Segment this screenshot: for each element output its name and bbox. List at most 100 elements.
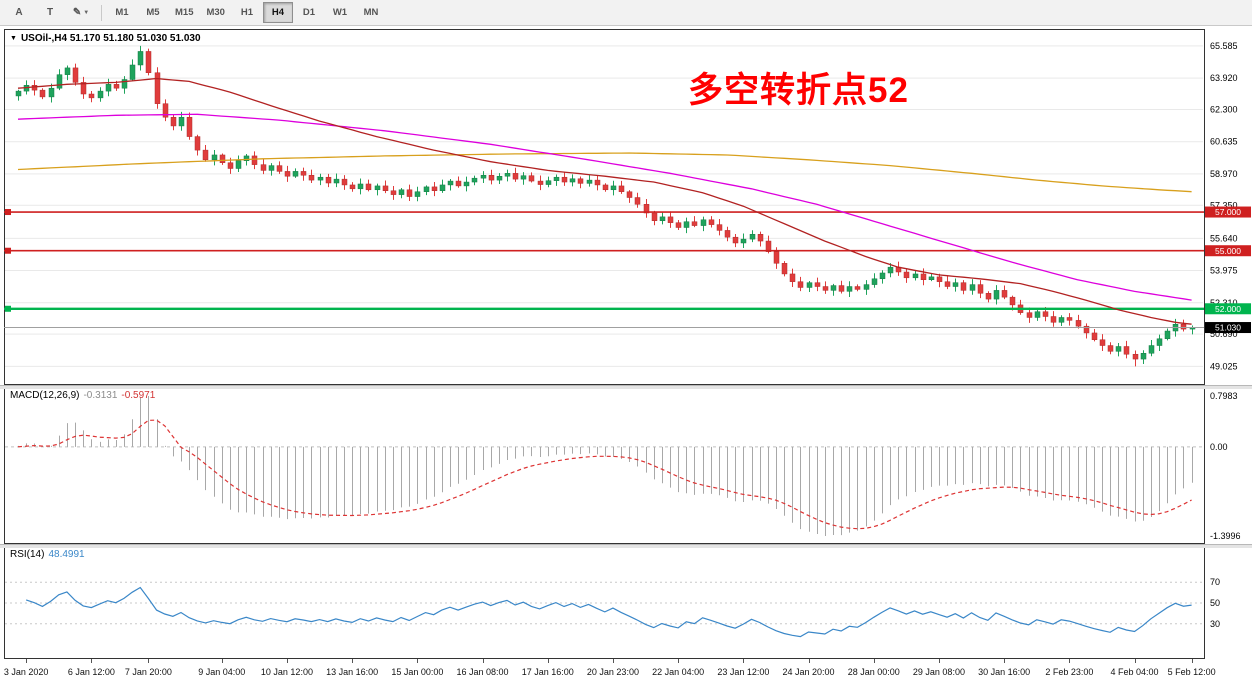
rsi-indicator-panel[interactable]: 70 50 30	[4, 547, 1251, 659]
svg-text:52.000: 52.000	[1215, 304, 1241, 314]
time-tick	[352, 659, 354, 663]
time-tick	[678, 659, 680, 663]
hline-handle-55.000[interactable]	[5, 247, 11, 254]
time-label: 2 Feb 23:00	[1045, 667, 1094, 677]
time-label: 10 Jan 12:00	[260, 667, 313, 677]
time-tick	[417, 659, 419, 663]
svg-text:70: 70	[1210, 577, 1220, 587]
timeframe-m30-button[interactable]: M30	[206, 7, 225, 18]
svg-text:30: 30	[1210, 619, 1220, 629]
timeframe-m5-button[interactable]: M5	[146, 7, 160, 18]
time-tick	[26, 659, 28, 663]
svg-text:55.000: 55.000	[1215, 246, 1241, 256]
ma-slow-orange	[17, 152, 1192, 193]
panel-splitter-macd[interactable]	[0, 385, 1252, 389]
time-tick	[547, 659, 549, 663]
hline-handle-52.000[interactable]	[5, 305, 11, 312]
tool-buttons-group: A T ✎ ▼	[4, 2, 96, 23]
time-tick	[1069, 659, 1071, 663]
timeframe-buttons-group: M1 M5 M15 M30 H1 H4 D1 W1 MN	[107, 2, 386, 23]
main-price-chart[interactable]: 65.585 63.920 62.300 60.635 58.970 57.350 55.6…	[4, 29, 1251, 385]
time-tick	[873, 659, 875, 663]
timeframe-m15-button[interactable]: M15	[175, 7, 194, 18]
time-tick	[1191, 659, 1193, 663]
svg-text:53.975: 53.975	[1210, 266, 1238, 276]
svg-text:63.920: 63.920	[1210, 73, 1238, 83]
time-tick	[91, 659, 93, 663]
tool-draw-button[interactable]: ✎ ▼	[72, 7, 90, 18]
macd-indicator-panel[interactable]: 0.7983 0.00 -1.3996	[4, 388, 1251, 544]
panel-splitter-rsi[interactable]	[0, 544, 1252, 548]
timeframe-m1-button[interactable]: M1	[115, 7, 129, 18]
timeframe-d1-button[interactable]: D1	[302, 7, 316, 18]
timeframe-h4-button[interactable]: H4	[262, 2, 293, 23]
price-gridlines	[5, 45, 1203, 367]
time-label: 17 Jan 16:00	[521, 667, 574, 677]
svg-text:51.030: 51.030	[1215, 323, 1241, 333]
time-tick	[1004, 659, 1006, 663]
dropdown-arrow-icon: ▼	[83, 9, 90, 16]
timeframe-mn-button[interactable]: MN	[363, 7, 379, 18]
rsi-label: RSI(14)	[10, 549, 45, 560]
ma-mid-magenta	[17, 113, 1192, 301]
toolbar: A T ✎ ▼ M1 M5 M15 M30 H1 H4 D1 W1 MN	[0, 0, 1252, 26]
time-label: 16 Jan 08:00	[456, 667, 509, 677]
svg-text:0.00: 0.00	[1210, 442, 1228, 452]
time-axis[interactable]: 3 Jan 2020 6 Jan 12:00 7 Jan 20:00 9 Jan 04…	[0, 659, 1252, 697]
candles-layer	[15, 45, 1196, 367]
rsi-value: 48.4991	[48, 549, 85, 560]
svg-text:52.310: 52.310	[1210, 298, 1238, 308]
price-badge-52.000	[1205, 303, 1251, 315]
svg-text:50.690: 50.690	[1210, 329, 1238, 339]
svg-text:50: 50	[1210, 598, 1220, 608]
toolbar-separator	[101, 4, 102, 21]
time-label: 30 Jan 16:00	[978, 667, 1031, 677]
time-tick	[808, 659, 810, 663]
chart-header: ▼ USOil-,H4 51.170 51.180 51.030 51.030	[10, 33, 201, 44]
time-label: 9 Jan 04:00	[198, 667, 246, 677]
tool-text-button[interactable]: T	[46, 7, 54, 18]
time-tick	[743, 659, 745, 663]
time-label: 3 Jan 2020	[3, 667, 49, 677]
tool-annotate-button[interactable]: A	[15, 7, 23, 18]
chart-annotation-text: 多空转折点52	[688, 71, 909, 110]
macd-signal-value: -0.5971	[121, 390, 156, 401]
timeframe-h1-button[interactable]: H1	[240, 7, 254, 18]
svg-text:-1.3996: -1.3996	[1210, 531, 1241, 541]
svg-text:55.640: 55.640	[1210, 233, 1238, 243]
time-tick	[221, 659, 223, 663]
macd-header: MACD(12,26,9) -0.3131 -0.5971	[10, 390, 155, 401]
price-badge-57.000	[1205, 206, 1251, 218]
time-tick	[1134, 659, 1136, 663]
time-tick	[148, 659, 150, 663]
time-label: 29 Jan 08:00	[912, 667, 965, 677]
time-label: 23 Jan 12:00	[717, 667, 770, 677]
svg-text:57.350: 57.350	[1210, 200, 1238, 210]
time-label: 6 Jan 12:00	[67, 667, 115, 677]
svg-text:0.7983: 0.7983	[1210, 391, 1238, 401]
time-tick	[482, 659, 484, 663]
macd-main-value: -0.3131	[83, 390, 118, 401]
macd-label: MACD(12,26,9)	[10, 390, 80, 401]
time-label: 20 Jan 23:00	[586, 667, 639, 677]
rsi-line	[25, 586, 1192, 638]
time-label: 28 Jan 00:00	[847, 667, 900, 677]
svg-text:49.025: 49.025	[1210, 361, 1238, 371]
current-price-badge	[1205, 322, 1251, 334]
time-tick	[286, 659, 288, 663]
hline-handle-57.000[interactable]	[5, 209, 11, 216]
collapse-chart-icon[interactable]: ▼	[10, 35, 17, 42]
time-label: 22 Jan 04:00	[652, 667, 705, 677]
svg-text:57.000: 57.000	[1215, 207, 1241, 217]
time-label: 7 Jan 20:00	[124, 667, 172, 677]
timeframe-w1-button[interactable]: W1	[332, 7, 348, 18]
macd-signal-line	[17, 419, 1192, 530]
ma-fast-red	[17, 77, 1192, 325]
time-label: 13 Jan 16:00	[326, 667, 379, 677]
time-tick	[938, 659, 940, 663]
time-label: 5 Feb 12:00	[1167, 667, 1216, 677]
rsi-header: RSI(14) 48.4991	[10, 549, 85, 560]
time-label: 4 Feb 04:00	[1110, 667, 1159, 677]
svg-text:62.300: 62.300	[1210, 104, 1238, 114]
